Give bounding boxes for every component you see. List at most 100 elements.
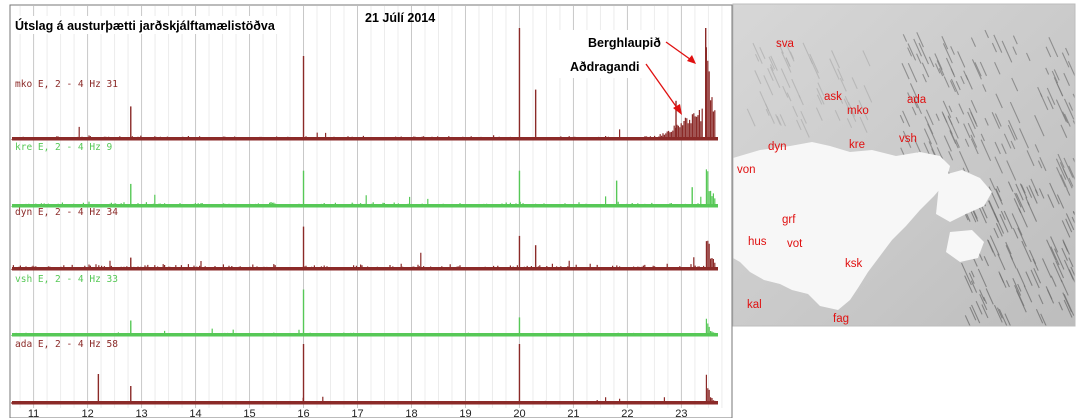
relief-line xyxy=(1045,286,1053,300)
relief-line xyxy=(1032,258,1039,271)
relief-line xyxy=(1007,124,1016,141)
x-tick-label: 22 xyxy=(621,408,633,418)
relief-line xyxy=(809,53,819,74)
relief-line xyxy=(928,56,935,68)
relief-line xyxy=(1061,52,1070,68)
relief-line xyxy=(902,110,911,127)
relief-line xyxy=(971,208,979,222)
relief-line xyxy=(1065,218,1073,233)
relief-line xyxy=(964,275,973,293)
x-tick-label: 14 xyxy=(189,408,201,418)
relief-line xyxy=(1048,37,1059,58)
relief-line xyxy=(994,188,1003,205)
relief-line xyxy=(1030,269,1040,289)
relief-line xyxy=(899,114,905,124)
relief-line xyxy=(1045,46,1052,58)
x-tick-label: 15 xyxy=(243,408,255,418)
relief-line xyxy=(993,212,1005,234)
station-label-dyn: dyn xyxy=(768,141,787,153)
chart-title: Útslag á austurþætti jarðskjálftamælistö… xyxy=(15,18,276,33)
relief-line xyxy=(858,100,869,121)
relief-line xyxy=(1060,174,1068,190)
relief-line xyxy=(1026,150,1035,167)
relief-line xyxy=(943,76,950,88)
relief-line xyxy=(999,213,1009,233)
relief-line xyxy=(1005,245,1014,260)
relief-line xyxy=(1055,99,1067,122)
x-tick-label: 19 xyxy=(459,408,471,418)
relief-line xyxy=(1072,93,1075,100)
relief-line xyxy=(949,130,957,145)
relief-line xyxy=(1011,213,1023,236)
relief-line xyxy=(769,66,781,88)
relief-line xyxy=(1040,313,1047,326)
relief-line xyxy=(1012,227,1019,239)
relief-line xyxy=(983,256,990,267)
relief-line xyxy=(942,100,952,118)
trace-label: ada E, 2 - 4 Hz 58 xyxy=(15,339,118,350)
relief-line xyxy=(970,100,978,113)
relief-line xyxy=(960,75,965,85)
relief-line xyxy=(1056,194,1065,209)
relief-line xyxy=(970,138,979,155)
relief-line xyxy=(918,42,930,65)
relief-line xyxy=(902,130,912,148)
relief-line xyxy=(1039,156,1047,172)
map-glacier xyxy=(733,142,950,310)
relief-line xyxy=(995,93,1003,109)
relief-line xyxy=(991,42,997,53)
relief-line xyxy=(1064,113,1071,127)
relief-line xyxy=(816,88,825,105)
relief-line xyxy=(964,315,971,326)
relief-line xyxy=(831,50,841,69)
relief-line xyxy=(1019,183,1028,199)
relief-line xyxy=(863,85,873,103)
relief-line xyxy=(993,227,999,239)
relief-line xyxy=(943,135,952,152)
relief-line xyxy=(924,116,934,135)
relief-line xyxy=(989,235,1000,256)
relief-line xyxy=(1027,201,1038,222)
relief-line xyxy=(977,268,987,288)
relief-line xyxy=(980,139,992,162)
relief-line xyxy=(1005,241,1012,255)
relief-line xyxy=(1016,268,1026,288)
relief-line xyxy=(1055,260,1065,279)
relief-line xyxy=(979,289,986,302)
relief-line xyxy=(1047,96,1054,110)
relief-line xyxy=(809,57,820,79)
relief-line xyxy=(1039,93,1049,111)
relief-line xyxy=(1038,188,1045,199)
relief-line xyxy=(1055,81,1064,97)
relief-line xyxy=(979,61,988,77)
relief-line xyxy=(901,63,910,80)
relief-line xyxy=(1005,280,1010,288)
station-label-mko: mko xyxy=(847,105,869,117)
relief-line xyxy=(1068,102,1074,111)
relief-line xyxy=(1012,46,1018,55)
relief-line xyxy=(991,112,1001,129)
station-label-ask: ask xyxy=(824,91,842,103)
relief-line xyxy=(1006,160,1017,181)
station-label-von: von xyxy=(737,164,756,176)
relief-line xyxy=(752,42,763,64)
trace-4 xyxy=(11,289,718,337)
trace-3 xyxy=(11,226,718,271)
relief-line xyxy=(970,280,978,293)
relief-line xyxy=(965,74,973,90)
relief-line xyxy=(982,84,987,92)
relief-line xyxy=(1017,227,1027,247)
relief-line xyxy=(1056,167,1067,188)
relief-line xyxy=(1067,61,1075,78)
relief-line xyxy=(1033,267,1042,284)
relief-line xyxy=(955,116,960,124)
relief-line xyxy=(994,61,1001,75)
relief-line xyxy=(1001,40,1013,63)
relief-line xyxy=(851,77,858,90)
station-label-hus: hus xyxy=(748,236,767,248)
relief-line xyxy=(988,186,1000,209)
trace-baseline xyxy=(12,401,718,405)
relief-line xyxy=(1058,301,1064,311)
relief-line xyxy=(948,151,954,161)
relief-line xyxy=(955,139,960,148)
